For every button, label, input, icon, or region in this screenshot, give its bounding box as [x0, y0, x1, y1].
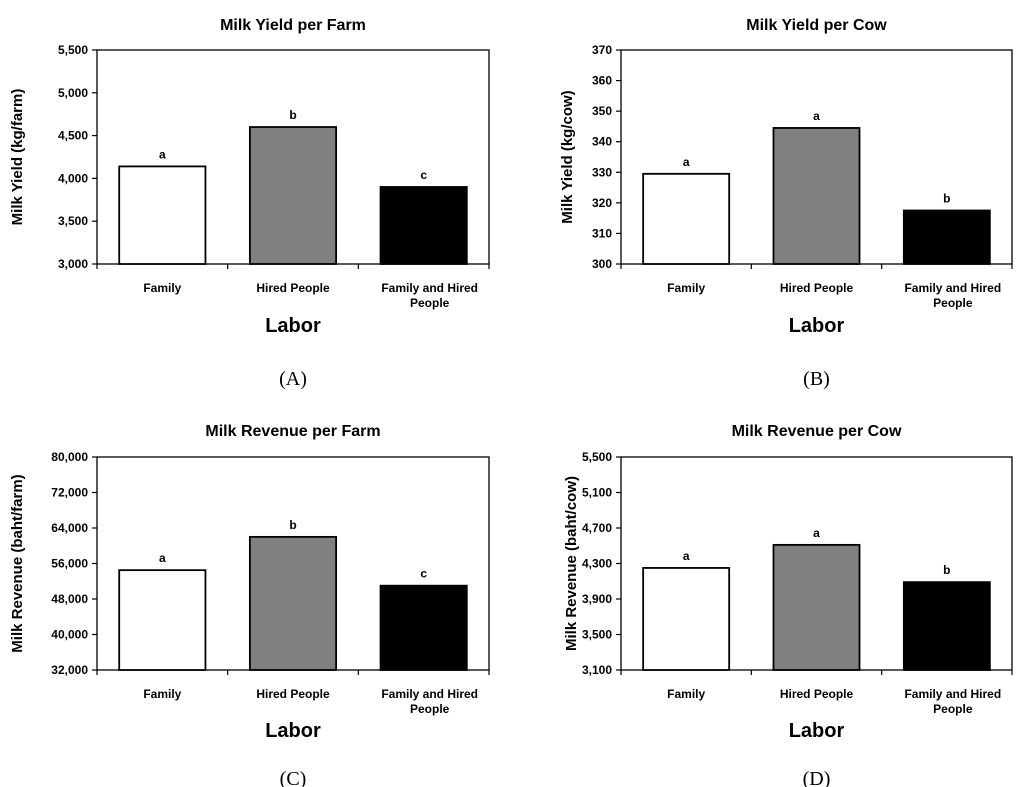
panel-b-chart: Milk Yield per Cow 300 310 320 330 340 350 360 3… — [559, 17, 1013, 390]
x-tick-label: Hired People — [256, 687, 330, 701]
x-tick-label: Family — [143, 687, 181, 701]
x-axis-label: Labor — [789, 315, 845, 337]
x-tick-label: Family — [667, 281, 705, 295]
y-tick-label: 72,000 — [51, 486, 88, 500]
y-tick-label: 3,100 — [582, 663, 612, 677]
y-tick-label: 5,000 — [58, 86, 88, 100]
y-axis-label: Milk Yield (kg/cow) — [559, 90, 576, 223]
y-tick-label: 360 — [592, 74, 612, 88]
bar-family — [118, 165, 207, 265]
y-tick-label: 48,000 — [51, 592, 88, 606]
bar-family-and-hired-people — [902, 581, 991, 671]
bar-family-and-hired-people — [379, 584, 468, 671]
significance-letter: a — [683, 155, 690, 169]
y-axis-label: Milk Yield (kg/farm) — [9, 89, 26, 226]
y-tick-label: 5,100 — [582, 486, 612, 500]
significance-letter: b — [943, 563, 950, 577]
x-tick-label: Hired People — [256, 281, 330, 295]
panel-label: (D) — [803, 768, 831, 787]
x-tick-label: Hired People — [780, 687, 854, 701]
significance-letter: b — [943, 192, 950, 206]
significance-letter: a — [159, 147, 166, 161]
significance-letter: c — [420, 567, 427, 581]
chart-title: Milk Yield per Farm — [220, 17, 366, 34]
y-tick-label: 3,500 — [58, 214, 88, 228]
y-tick-label: 3,000 — [58, 257, 88, 271]
y-tick-label: 350 — [592, 104, 612, 118]
significance-letter: a — [813, 526, 820, 540]
y-tick-label: 5,500 — [58, 43, 88, 57]
x-tick-label: Family and Hired People — [381, 687, 478, 716]
y-tick-label: 5,500 — [582, 450, 612, 464]
x-axis-label: Labor — [265, 720, 321, 742]
bar-hired-people — [772, 127, 861, 265]
x-axis-label: Labor — [265, 315, 321, 337]
y-tick-label: 370 — [592, 43, 612, 57]
y-tick-label: 340 — [592, 135, 612, 149]
x-tick-label: Family — [667, 687, 705, 701]
bar-hired-people — [248, 535, 338, 671]
y-tick-label: 3,500 — [582, 628, 612, 642]
bar-family-and-hired-people — [379, 186, 468, 265]
bar-family — [642, 567, 731, 671]
x-tick-label: Hired People — [780, 281, 854, 295]
x-tick-label: Family and Hired People — [381, 281, 478, 310]
y-tick-label: 300 — [592, 257, 612, 271]
bar-hired-people — [248, 126, 338, 265]
y-tick-label: 4,500 — [58, 129, 88, 143]
x-tick-label: Family and Hired People — [904, 281, 1001, 310]
y-tick-label: 80,000 — [51, 450, 88, 464]
y-tick-label: 3,900 — [582, 592, 612, 606]
bar-hired-people — [772, 543, 861, 671]
panel-label: (C) — [280, 768, 307, 787]
significance-letter: a — [159, 551, 166, 565]
panel-label: (A) — [279, 368, 307, 390]
y-tick-label: 40,000 — [51, 628, 88, 642]
y-tick-label: 56,000 — [51, 557, 88, 571]
y-tick-label: 4,000 — [58, 171, 88, 185]
x-tick-label: Family — [143, 281, 181, 295]
y-tick-label: 310 — [592, 226, 612, 240]
panel-d-chart: Milk Revenue per Cow 3,100 3,500 3,900 4,300… — [563, 423, 1013, 787]
y-axis-label: Milk Revenue (baht/farm) — [9, 474, 26, 652]
y-tick-label: 320 — [592, 196, 612, 210]
significance-letter: c — [420, 168, 427, 182]
chart-title: Milk Yield per Cow — [746, 17, 887, 34]
x-axis-label: Labor — [789, 720, 845, 742]
significance-letter: b — [289, 108, 296, 122]
panel-label: (B) — [803, 368, 830, 390]
bar-family-and-hired-people — [902, 209, 991, 265]
chart-title: Milk Revenue per Farm — [205, 423, 380, 440]
y-tick-label: 4,300 — [582, 557, 612, 571]
bar-family — [642, 172, 731, 265]
y-axis-label: Milk Revenue (baht/cow) — [563, 476, 580, 651]
panel-a-chart: Milk Yield per Farm 3,000 3,500 4,000 4,500 5… — [9, 17, 490, 390]
panel-c-chart: Milk Revenue per Farm 32,000 40,000 48,000 5… — [9, 423, 490, 787]
significance-letter: a — [813, 109, 820, 123]
y-tick-label: 330 — [592, 165, 612, 179]
y-tick-label: 4,700 — [582, 521, 612, 535]
y-tick-label: 32,000 — [51, 663, 88, 677]
bar-family — [118, 569, 207, 671]
significance-letter: b — [289, 518, 296, 532]
chart-title: Milk Revenue per Cow — [732, 423, 902, 440]
y-tick-label: 64,000 — [51, 521, 88, 535]
significance-letter: a — [683, 549, 690, 563]
x-tick-label: Family and Hired People — [904, 687, 1001, 716]
